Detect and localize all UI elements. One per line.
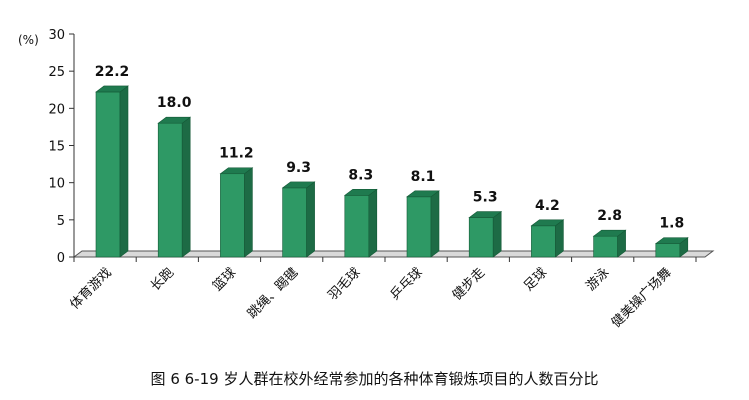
- category-label: 长跑: [148, 265, 177, 294]
- bar: [531, 225, 556, 258]
- bar-side: [306, 181, 315, 258]
- bar-top: [530, 219, 565, 227]
- y-tick-label: 20: [48, 102, 65, 117]
- bar-side: [555, 219, 564, 258]
- figure-caption: 图 6 6-19 岁人群在校外经常参加的各种体育锻炼项目的人数百分比: [150, 370, 599, 388]
- bar: [406, 196, 432, 258]
- category-label: 跳绳、踢毽: [244, 265, 301, 322]
- bar-top: [95, 85, 129, 93]
- data-label: 5.3: [473, 190, 498, 206]
- data-label: 2.8: [597, 208, 622, 224]
- bar-side: [244, 167, 253, 258]
- bar-side: [181, 116, 191, 258]
- data-label: 8.1: [411, 169, 436, 185]
- bar-top: [468, 211, 503, 218]
- y-tick-label: 0: [57, 251, 65, 266]
- y-axis-unit: (%): [18, 33, 39, 47]
- bar: [593, 235, 618, 258]
- data-label: 8.3: [348, 167, 373, 183]
- bar-chart: 0 5 10 15 20 25 30 (%) 22.2 体育游戏 18.0 长跑 11.2 篮球 9.3 跳…: [18, 28, 715, 331]
- bar-side: [492, 211, 502, 258]
- data-label: 9.3: [286, 160, 311, 176]
- bar: [157, 122, 183, 258]
- category-label: 羽毛球: [325, 265, 363, 303]
- bar: [220, 173, 245, 258]
- y-tick-label: 30: [48, 28, 65, 43]
- data-label: 4.2: [535, 198, 560, 214]
- bar: [655, 243, 681, 258]
- bar-top: [281, 181, 316, 189]
- data-label: 11.2: [219, 146, 254, 162]
- bar-side: [430, 190, 440, 258]
- y-tick-label: 15: [48, 140, 65, 155]
- bar: [282, 187, 307, 258]
- y-tick-label: 25: [48, 65, 65, 80]
- bar-top: [343, 189, 378, 196]
- category-label: 足球: [521, 265, 550, 294]
- y-tick-label: 5: [57, 214, 65, 229]
- chart-bars: [95, 85, 689, 258]
- data-label: 1.8: [659, 216, 684, 232]
- bar-top: [219, 167, 254, 175]
- category-label: 乒乓球: [388, 265, 426, 303]
- bar-top: [592, 229, 627, 237]
- category-label: 健步走: [450, 265, 488, 303]
- data-label: 18.0: [157, 95, 192, 111]
- bar: [95, 91, 121, 258]
- category-label: 体育游戏: [67, 265, 115, 313]
- data-label: 22.2: [95, 64, 130, 80]
- bar-top: [406, 190, 440, 198]
- bar-top: [157, 116, 192, 124]
- category-label: 篮球: [210, 265, 239, 294]
- bar: [344, 195, 370, 258]
- bar-top: [654, 237, 689, 244]
- bar-side: [119, 85, 129, 258]
- bar: [468, 217, 494, 258]
- bar-side: [368, 188, 378, 258]
- category-label: 游泳: [583, 265, 612, 294]
- category-label: 健美操广场舞: [608, 265, 674, 331]
- y-tick-label: 10: [48, 177, 65, 192]
